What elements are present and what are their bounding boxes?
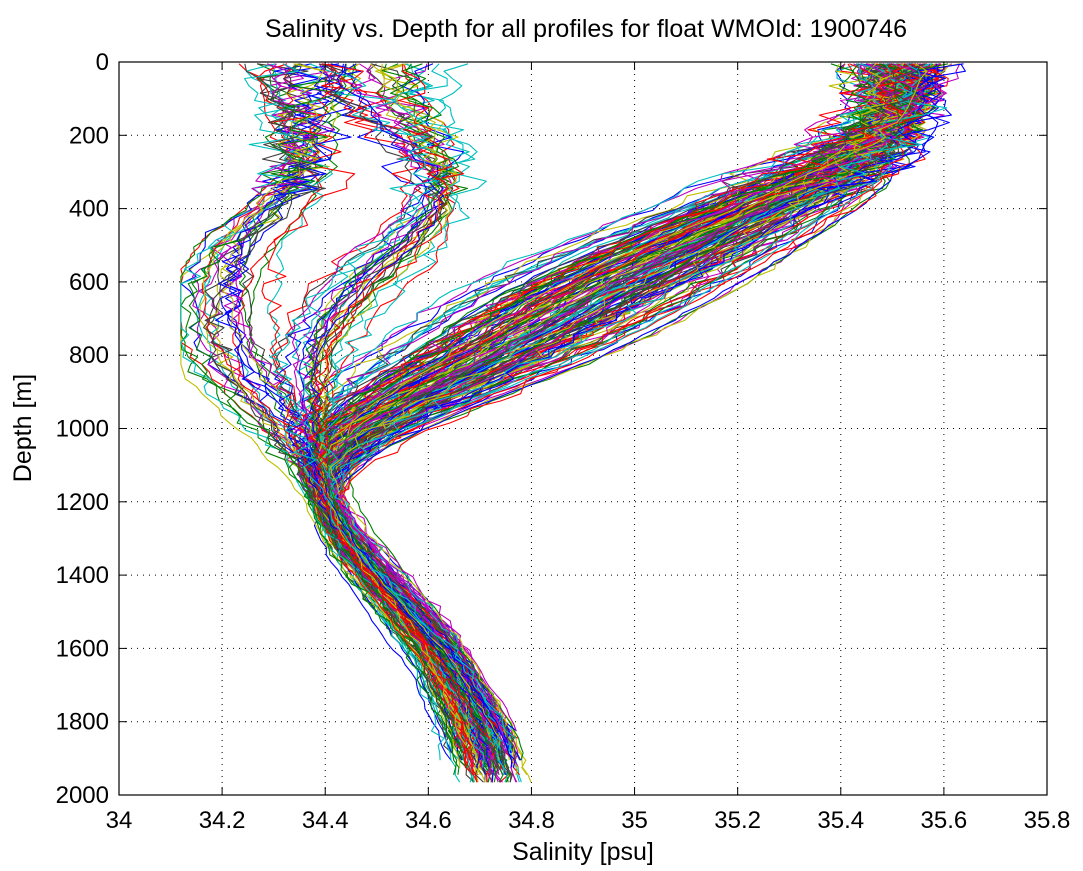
- salinity-profile-line: [324, 63, 961, 746]
- salinity-profile-line: [318, 63, 454, 739]
- salinity-profile-line: [271, 63, 465, 754]
- x-tick-label: 35.8: [1024, 807, 1071, 834]
- salinity-profile-line: [327, 63, 948, 761]
- salinity-profile-line: [310, 63, 513, 768]
- salinity-profile-line: [303, 63, 479, 739]
- salinity-profile-line: [329, 63, 908, 783]
- x-tick-label: 35.2: [714, 807, 761, 834]
- salinity-profile-line: [313, 63, 463, 754]
- x-tick-label: 35: [621, 807, 648, 834]
- salinity-profile-line: [298, 63, 498, 739]
- salinity-profile-line: [274, 63, 482, 732]
- chart-title: Salinity vs. Depth for all profiles for …: [265, 15, 907, 43]
- y-tick-label: 1200: [56, 489, 109, 516]
- x-tick-label: 34.2: [199, 807, 246, 834]
- salinity-profile-line: [313, 63, 501, 746]
- y-tick-label: 1600: [56, 635, 109, 662]
- plot-area: [180, 63, 966, 783]
- x-tick-label: 34.6: [405, 807, 452, 834]
- x-tick-label: 35.6: [921, 807, 968, 834]
- salinity-profile-line: [310, 63, 490, 739]
- x-axis-title: Salinity [psu]: [512, 838, 654, 866]
- y-tick-label: 1000: [56, 416, 109, 443]
- y-tick-label: 600: [69, 269, 109, 296]
- y-tick-label: 400: [69, 196, 109, 223]
- y-tick-label: 200: [69, 122, 109, 149]
- salinity-profile-line: [321, 63, 496, 746]
- axis-ticks: 34 34.2 34.4 34.6 34.8 35 35.2 35.4 35.6 35.8 0 200…: [56, 49, 1071, 834]
- y-axis-title: Depth [m]: [9, 374, 37, 482]
- x-tick-label: 34.8: [508, 807, 555, 834]
- salinity-profile-line: [187, 63, 458, 775]
- grid-lines: [119, 62, 1047, 795]
- salinity-profile-line: [269, 63, 517, 739]
- y-tick-label: 1800: [56, 709, 109, 736]
- y-tick-label: 2000: [56, 782, 109, 809]
- salinity-profile-line: [205, 63, 499, 768]
- x-tick-label: 34.4: [302, 807, 349, 834]
- x-tick-label: 34: [106, 807, 133, 834]
- y-tick-label: 800: [69, 342, 109, 369]
- salinity-profile-line: [284, 63, 926, 754]
- salinity-profile-line: [315, 63, 462, 739]
- y-tick-label: 0: [96, 49, 109, 76]
- y-tick-label: 1400: [56, 562, 109, 589]
- salinity-profile-line: [331, 63, 925, 761]
- x-tick-label: 35.4: [817, 807, 864, 834]
- profile-lines: [180, 63, 966, 783]
- plot-frame: [118, 61, 1048, 796]
